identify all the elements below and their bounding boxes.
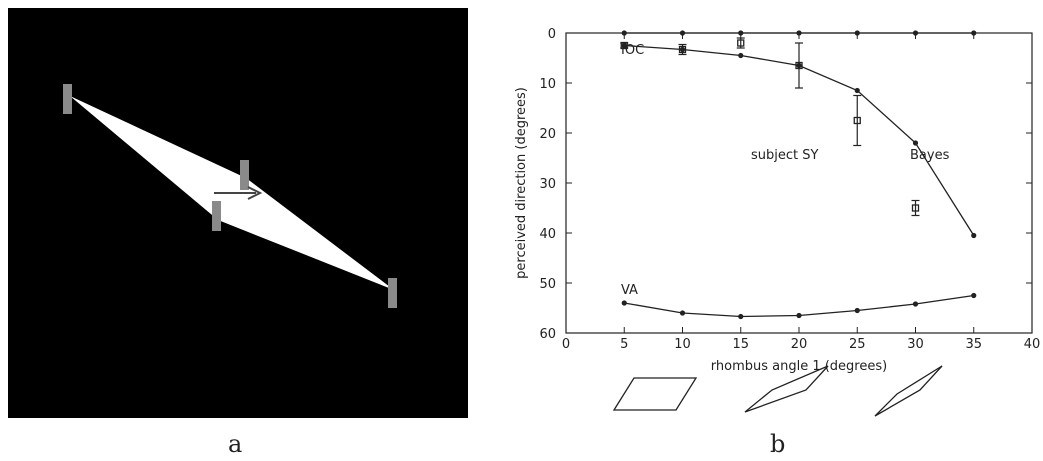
y-tick-label: 40	[539, 227, 556, 242]
data-point-subject-sy	[853, 116, 861, 125]
data-point-ioc	[738, 30, 744, 36]
data-point-ioc	[679, 30, 686, 36]
subject-sy-points	[620, 37, 920, 217]
annotation-bayes: Bayes	[910, 148, 950, 163]
panel-label-a: a	[228, 430, 243, 458]
y-axis-label: perceived direction (degrees)	[514, 87, 529, 279]
x-tick-label: 5	[620, 337, 628, 352]
corner-marker-top	[240, 160, 249, 190]
rhombus-example-wide	[612, 377, 698, 411]
data-point-subject-sy	[620, 41, 628, 50]
rhombus-examples	[612, 365, 943, 417]
data-point-ioc	[971, 30, 977, 36]
y-tick-label: 50	[539, 277, 556, 292]
data-point-ioc	[854, 30, 860, 36]
y-tick-label: 60	[539, 327, 556, 342]
data-point-va	[738, 313, 744, 320]
rhombus-example-medium	[744, 365, 829, 413]
data-point-bayes	[971, 232, 977, 239]
data-point-subject-sy	[737, 39, 745, 47]
corner-marker-right	[388, 278, 397, 308]
data-point-ioc	[912, 30, 919, 36]
annotation-ioc: IOC	[621, 43, 644, 58]
x-tick-label: 15	[732, 337, 749, 352]
data-point-subject-sy	[911, 204, 920, 212]
data-point-bayes	[738, 52, 744, 59]
x-tick-label: 20	[791, 337, 808, 352]
x-tick-label: 0	[562, 337, 570, 352]
data-point-va	[854, 307, 860, 314]
rhombus-example-narrow	[874, 365, 943, 417]
y-tick-label: 10	[539, 77, 556, 92]
corner-marker-left	[63, 84, 72, 114]
x-tick-label: 30	[907, 337, 924, 352]
x-tick-label: 25	[849, 337, 866, 352]
data-point-bayes	[854, 87, 860, 94]
data-point-subject-sy	[795, 61, 803, 70]
x-tick-label: 10	[674, 337, 691, 352]
y-tick-label: 0	[548, 27, 556, 42]
data-point-va	[912, 301, 919, 307]
y-tick-label: 20	[539, 127, 556, 142]
y-axis-ticks: 0 10 20 30 40 50 60	[539, 27, 1032, 342]
perceived-direction-chart: 0 10 20 30 40 50 60 0 5 10 15 20 25 30 35 40 rhombus a…	[514, 27, 1040, 374]
motion-arrow-head	[247, 186, 263, 200]
annotation-va: VA	[621, 283, 638, 298]
data-point-va	[971, 292, 977, 299]
panel-label-b: b	[770, 430, 786, 458]
data-point-subject-sy	[678, 45, 687, 54]
data-point-bayes	[912, 140, 919, 146]
data-point-va	[679, 310, 686, 316]
series-points	[621, 30, 977, 320]
corner-marker-bottom	[212, 201, 221, 231]
data-point-va	[621, 300, 627, 306]
rhombus-stimulus-svg	[63, 84, 397, 308]
annotation-subject-sy: subject SY	[751, 148, 819, 163]
x-axis-label: rhombus angle 1 (degrees)	[711, 359, 887, 374]
x-tick-label: 35	[965, 337, 982, 352]
data-point-ioc	[796, 30, 802, 36]
x-axis-ticks: 0 5 10 15 20 25 30 35 40	[562, 33, 1040, 352]
y-tick-label: 30	[539, 177, 556, 192]
x-tick-label: 40	[1024, 337, 1040, 352]
rhombus-stimulus-image	[8, 8, 468, 418]
data-point-va	[796, 312, 802, 319]
data-point-ioc	[621, 30, 627, 36]
